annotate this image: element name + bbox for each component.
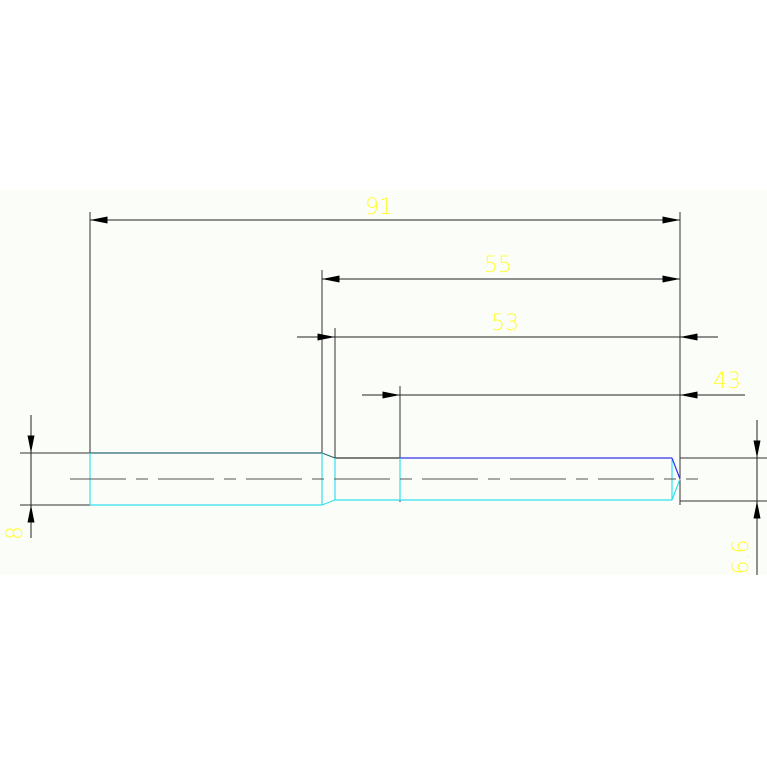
dimension-6-6: 6.6: [729, 420, 761, 575]
dimension-label-53: 53: [491, 311, 519, 336]
dimension-91: 91: [90, 195, 680, 224]
dimension-label-55: 55: [484, 253, 512, 278]
dimension-55: 55: [322, 253, 680, 283]
dimension-label-91: 91: [365, 195, 393, 220]
dimension-label-43: 43: [713, 369, 741, 394]
dimension-43: 43: [362, 369, 745, 399]
dimension-53: 53: [297, 311, 718, 341]
shaft-outline: [89, 452, 681, 506]
drawing-area: [0, 190, 767, 575]
dimension-label-8: 8: [3, 526, 28, 540]
dimension-8: 8: [3, 415, 35, 540]
dimension-label-6-6: 6.6: [729, 540, 754, 575]
